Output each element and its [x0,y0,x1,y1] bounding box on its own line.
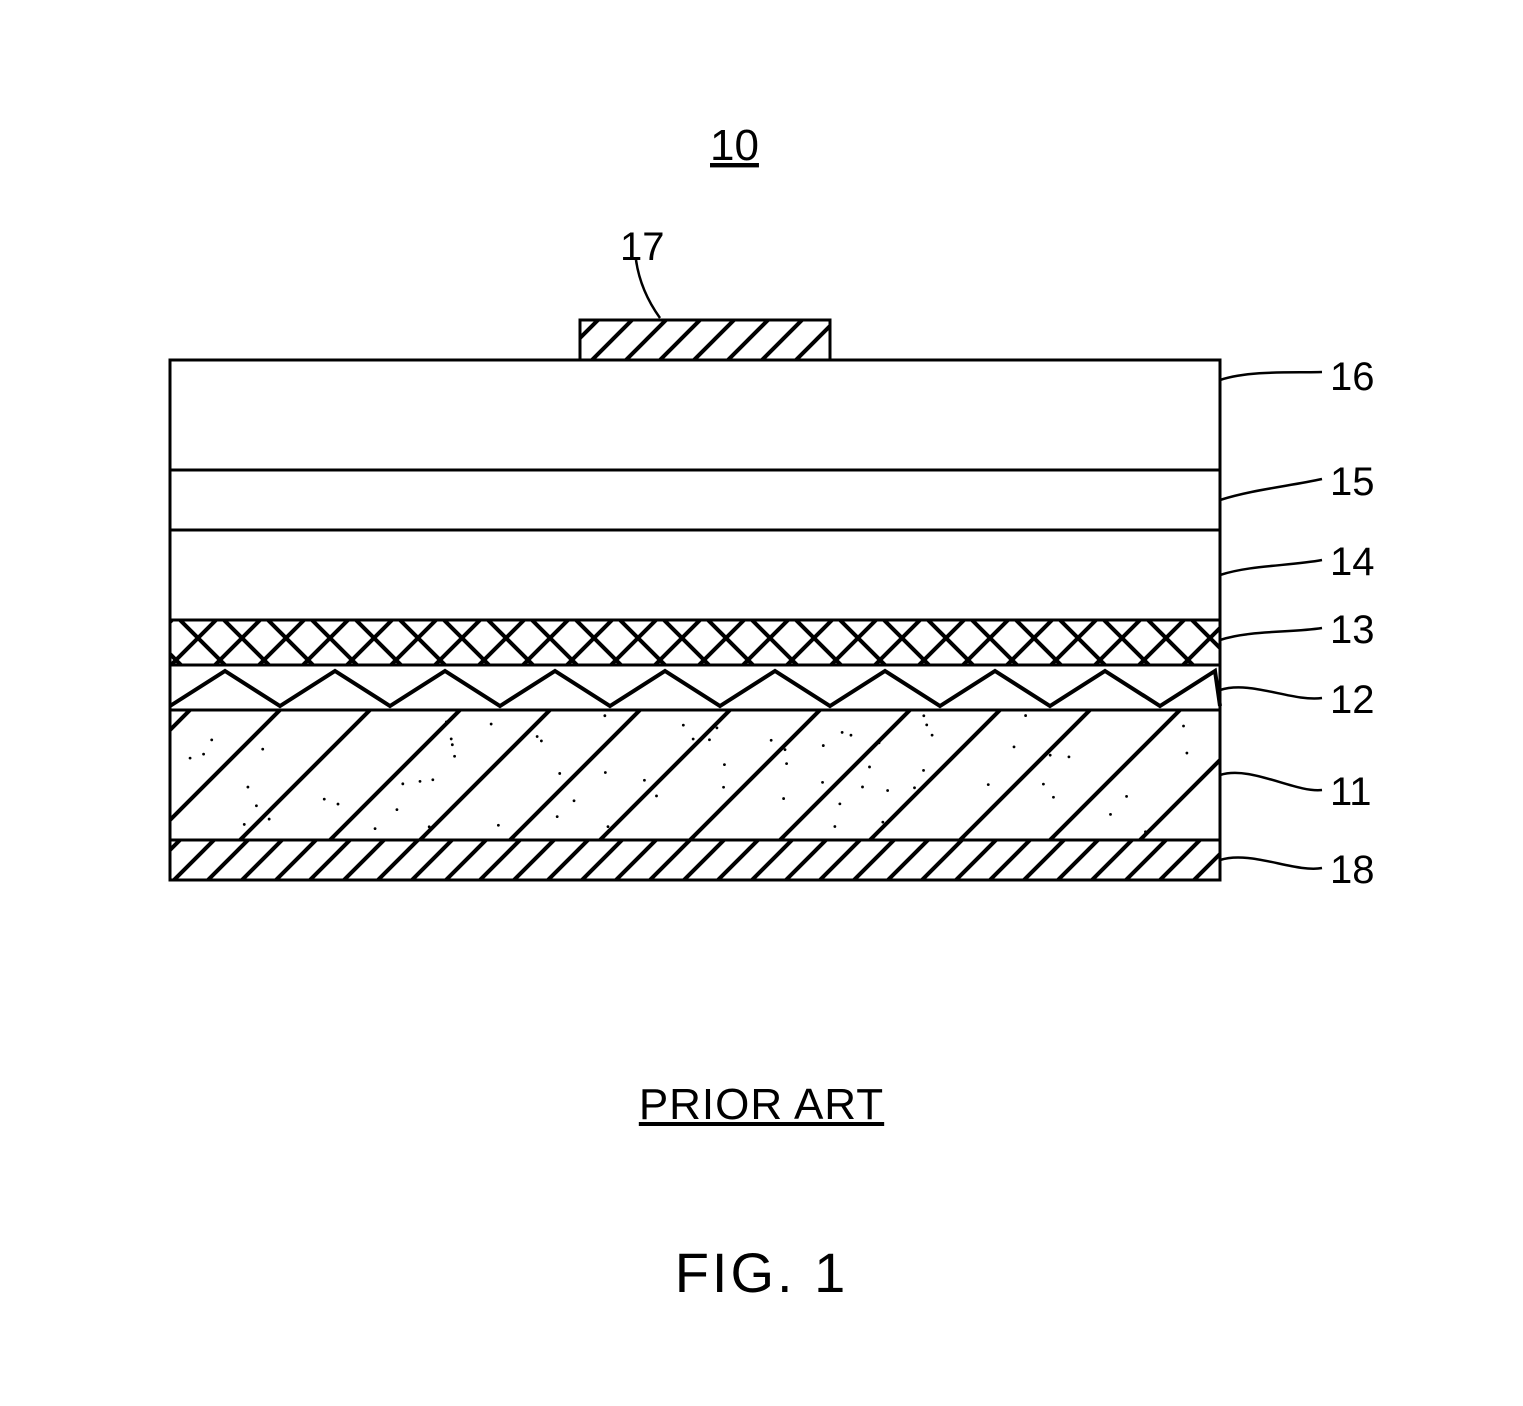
layer-label-14: 14 [1330,540,1375,585]
leader-16 [1220,372,1322,380]
leader-18 [1220,857,1322,868]
leader-15 [1220,479,1322,500]
layer-label-13: 13 [1330,608,1375,653]
leader-11 [1220,773,1322,790]
device-id-label: 10 [710,121,759,170]
prior-art-caption: PRIOR ART [0,1080,1523,1130]
layer-label-15: 15 [1330,460,1375,505]
layer-diagram: 10 [0,0,1523,1406]
layer-14 [170,530,1220,620]
layer-12 [170,665,1220,710]
leader-13 [1220,628,1322,640]
layer-label-18: 18 [1330,848,1375,893]
figure-wrap: 10 18 11 12 13 14 15 16 17 PRIOR ART FIG. 1 [0,0,1523,1406]
leader-12 [1220,687,1322,698]
layer-label-17: 17 [620,225,665,270]
layer-18 [170,840,1220,880]
layer-11 [170,710,1220,840]
layer-label-11: 11 [1330,770,1372,815]
layer-16 [170,360,1220,470]
leader-14 [1220,560,1322,575]
layer-13 [170,620,1220,665]
layer-label-12: 12 [1330,678,1375,723]
layer-15 [170,470,1220,530]
layer-label-16: 16 [1330,355,1375,400]
figure-number-caption: FIG. 1 [0,1240,1523,1305]
